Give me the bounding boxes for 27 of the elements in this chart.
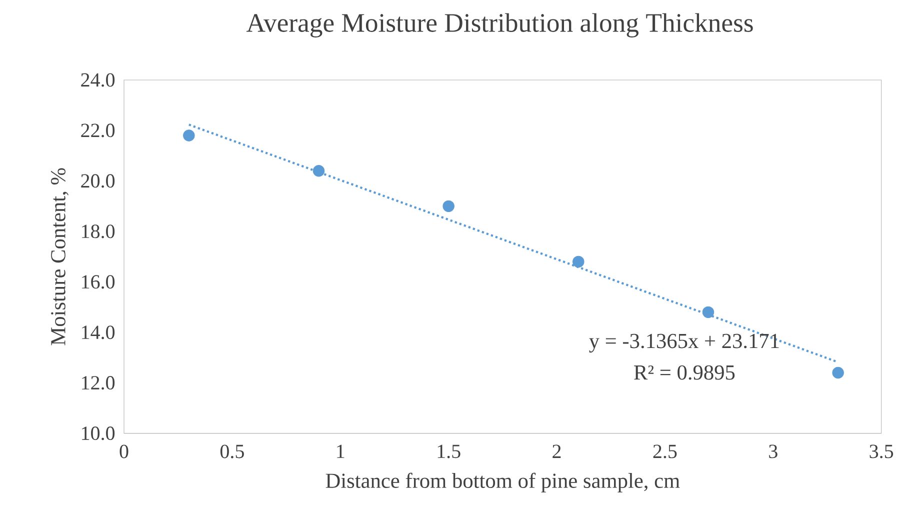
y-tick-label: 22.0 (81, 124, 115, 138)
annotation: R² = 0.9895 (634, 365, 735, 380)
y-axis-title: Moisture Content, % (51, 168, 68, 346)
x-tick-label: 0 (120, 444, 128, 458)
x-tick-label: 3.5 (870, 444, 894, 458)
point (312, 165, 325, 177)
x-tick-label: 2.5 (653, 444, 677, 458)
x-tick-label: 1 (337, 444, 344, 458)
x-tick-label: 3 (769, 444, 778, 458)
x-tick-label: 1.5 (438, 444, 460, 458)
point (183, 130, 195, 142)
chart-title: Average Moisture Distribution along Thickness (246, 13, 753, 38)
x-tick-label: 0.5 (220, 444, 244, 458)
point (572, 256, 584, 268)
x-axis-title: Distance from bottom of pine sample, cm (326, 472, 680, 492)
y-tick-label: 24.0 (81, 73, 115, 87)
y-tick-label: 14.0 (82, 326, 115, 340)
point (442, 200, 454, 212)
x-tick-label: 2 (552, 444, 561, 458)
y-tick-label: 10.0 (82, 426, 115, 440)
y-tick-label: 16.0 (82, 275, 115, 289)
y-tick-label: 18.0 (82, 224, 115, 238)
point (832, 367, 844, 379)
y-tick-label: 20.0 (81, 174, 115, 188)
annotation: y = -3.1365x + 23.171 (589, 334, 779, 353)
point (702, 306, 714, 318)
y-tick-label: 12.0 (82, 376, 115, 390)
